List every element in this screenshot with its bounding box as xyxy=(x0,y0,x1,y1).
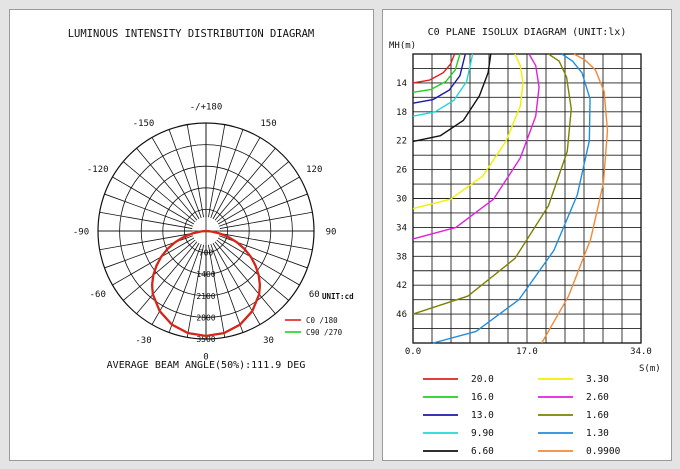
polar-angle-label: -30 xyxy=(135,336,151,346)
polar-legend-label: C90 /270 xyxy=(306,328,343,337)
isolux-legend-label: 0.9900 xyxy=(586,446,621,457)
isolux-y-tick-label: 34 xyxy=(396,223,407,233)
polar-spoke xyxy=(123,239,196,301)
polar-spoke xyxy=(136,241,198,314)
polar-spoke xyxy=(208,244,226,338)
isolux-curve xyxy=(432,53,591,344)
polar-angle-label: 60 xyxy=(309,290,320,300)
isolux-x-tick-label: 17.0 xyxy=(516,347,538,357)
polar-angle-label: -120 xyxy=(87,165,109,175)
polar-spoke xyxy=(112,237,195,286)
polar-spoke xyxy=(186,124,204,218)
polar-angle-label: 150 xyxy=(260,119,276,129)
isolux-x-tick-label: 0.0 xyxy=(405,347,421,357)
isolux-y-tick-label: 46 xyxy=(396,310,407,320)
polar-angle-label: -/+180 xyxy=(190,103,223,113)
polar-spoke xyxy=(99,211,193,229)
polar-spoke xyxy=(210,244,244,333)
polar-angle-label: 120 xyxy=(306,165,322,175)
isolux-curve xyxy=(541,53,609,344)
polar-spoke xyxy=(99,233,193,251)
polar-spoke xyxy=(212,137,261,220)
isolux-y-tick-label: 14 xyxy=(396,79,407,89)
isolux-grid xyxy=(412,53,642,344)
polar-radial-labels: 700 1400 2100 2800 3500 xyxy=(196,249,215,344)
isolux-chart-title: C0 PLANE ISOLUX DIAGRAM (UNIT:lx) xyxy=(428,27,627,38)
polar-angle-labels: -/+180 -150 150 -120 120 -90 90 -60 60 -30 30 0 xyxy=(73,103,337,363)
polar-angle-label: -150 xyxy=(133,119,155,129)
isolux-y-tick-label: 22 xyxy=(396,137,407,147)
isolux-legend-label: 3.30 xyxy=(586,374,609,385)
x-axis-label: S(m) xyxy=(639,364,661,374)
polar-spoke xyxy=(217,176,300,225)
polar-angle-label: 90 xyxy=(326,228,337,238)
isolux-curve xyxy=(412,53,572,315)
isolux-y-tick-label: 18 xyxy=(396,108,407,118)
isolux-legend-label: 6.60 xyxy=(471,446,494,457)
polar-spoke xyxy=(210,129,244,218)
polar-angle-label: -60 xyxy=(90,290,106,300)
isolux-legend-label: 1.60 xyxy=(586,410,609,421)
isolux-tick-labels: 14 18 22 26 30 34 38 42 46 0.0 17.0 34.0 xyxy=(396,79,652,357)
polar-series xyxy=(151,229,261,338)
unit-label: UNIT:cd xyxy=(322,292,354,301)
isolux-curve xyxy=(412,53,492,143)
isolux-y-tick-label: 30 xyxy=(396,195,407,205)
polar-spoke xyxy=(219,233,313,251)
isolux-y-tick-label: 38 xyxy=(396,252,407,262)
y-axis-label: MH(m) xyxy=(389,41,416,51)
polar-legend: C0 /180 C90 /270 xyxy=(285,316,343,337)
polar-spoke xyxy=(104,193,193,227)
isolux-legend-label: 1.30 xyxy=(586,428,609,439)
polar-radial-label: 3500 xyxy=(196,335,215,344)
isolux-legend: 20.0 16.0 13.0 9.90 6.60 3.30 2.60 1.60 1.30 0.99… xyxy=(423,374,621,457)
intensity-distribution-panel: LUMINOUS INTENSITY DISTRIBUTION DIAGRAM … xyxy=(9,9,374,461)
polar-spoke xyxy=(168,129,202,218)
isolux-legend-label: 20.0 xyxy=(471,374,494,385)
polar-spoke xyxy=(214,148,276,221)
isolux-curve xyxy=(412,53,461,93)
isolux-curves xyxy=(412,53,609,344)
polar-spoke xyxy=(216,161,289,223)
polar-angle-label: -90 xyxy=(73,228,89,238)
polar-spoke xyxy=(208,124,226,218)
isolux-chart: C0 PLANE ISOLUX DIAGRAM (UNIT:lx) MH(m) … xyxy=(389,27,661,457)
polar-spoke xyxy=(123,161,196,223)
isolux-panel: C0 PLANE ISOLUX DIAGRAM (UNIT:lx) MH(m) … xyxy=(382,9,672,461)
polar-spoke xyxy=(151,137,200,220)
isolux-curve xyxy=(412,53,524,210)
isolux-legend-label: 13.0 xyxy=(471,410,494,421)
polar-angle-label: 30 xyxy=(263,336,274,346)
polar-spoke xyxy=(219,193,308,227)
polar-spoke xyxy=(219,211,313,229)
polar-spoke xyxy=(186,244,204,338)
isolux-y-tick-label: 42 xyxy=(396,281,407,291)
polar-radial-label: 1400 xyxy=(196,270,215,279)
isolux-x-tick-label: 34.0 xyxy=(630,347,652,357)
polar-spoke xyxy=(112,176,195,225)
polar-radial-label: 2100 xyxy=(196,292,215,301)
polar-spoke xyxy=(136,148,198,221)
polar-chart-title: LUMINOUS INTENSITY DISTRIBUTION DIAGRAM xyxy=(68,28,315,40)
isolux-curve xyxy=(412,53,456,84)
isolux-legend-label: 2.60 xyxy=(586,392,609,403)
polar-spoke xyxy=(214,241,276,314)
polar-radial-label: 2800 xyxy=(196,313,215,322)
polar-spoke xyxy=(216,239,289,301)
polar-series-line xyxy=(151,229,261,338)
polar-radial-label: 700 xyxy=(199,249,214,258)
isolux-legend-label: 9.90 xyxy=(471,428,494,439)
isolux-legend-label: 16.0 xyxy=(471,392,494,403)
polar-spoke xyxy=(217,237,300,286)
isolux-y-tick-label: 26 xyxy=(396,166,407,176)
isolux-curve xyxy=(412,53,474,117)
polar-angle-label: 0 xyxy=(203,353,208,363)
polar-chart: LUMINOUS INTENSITY DISTRIBUTION DIAGRAM … xyxy=(68,28,354,371)
beam-angle-text: AVERAGE BEAM ANGLE(50%):111.9 DEG xyxy=(107,360,306,371)
isolux-curve xyxy=(412,53,540,240)
isolux-curve xyxy=(412,53,466,104)
polar-spoke xyxy=(168,244,202,333)
isolux-plot-frame xyxy=(412,53,642,344)
polar-legend-label: C0 /180 xyxy=(306,316,338,325)
